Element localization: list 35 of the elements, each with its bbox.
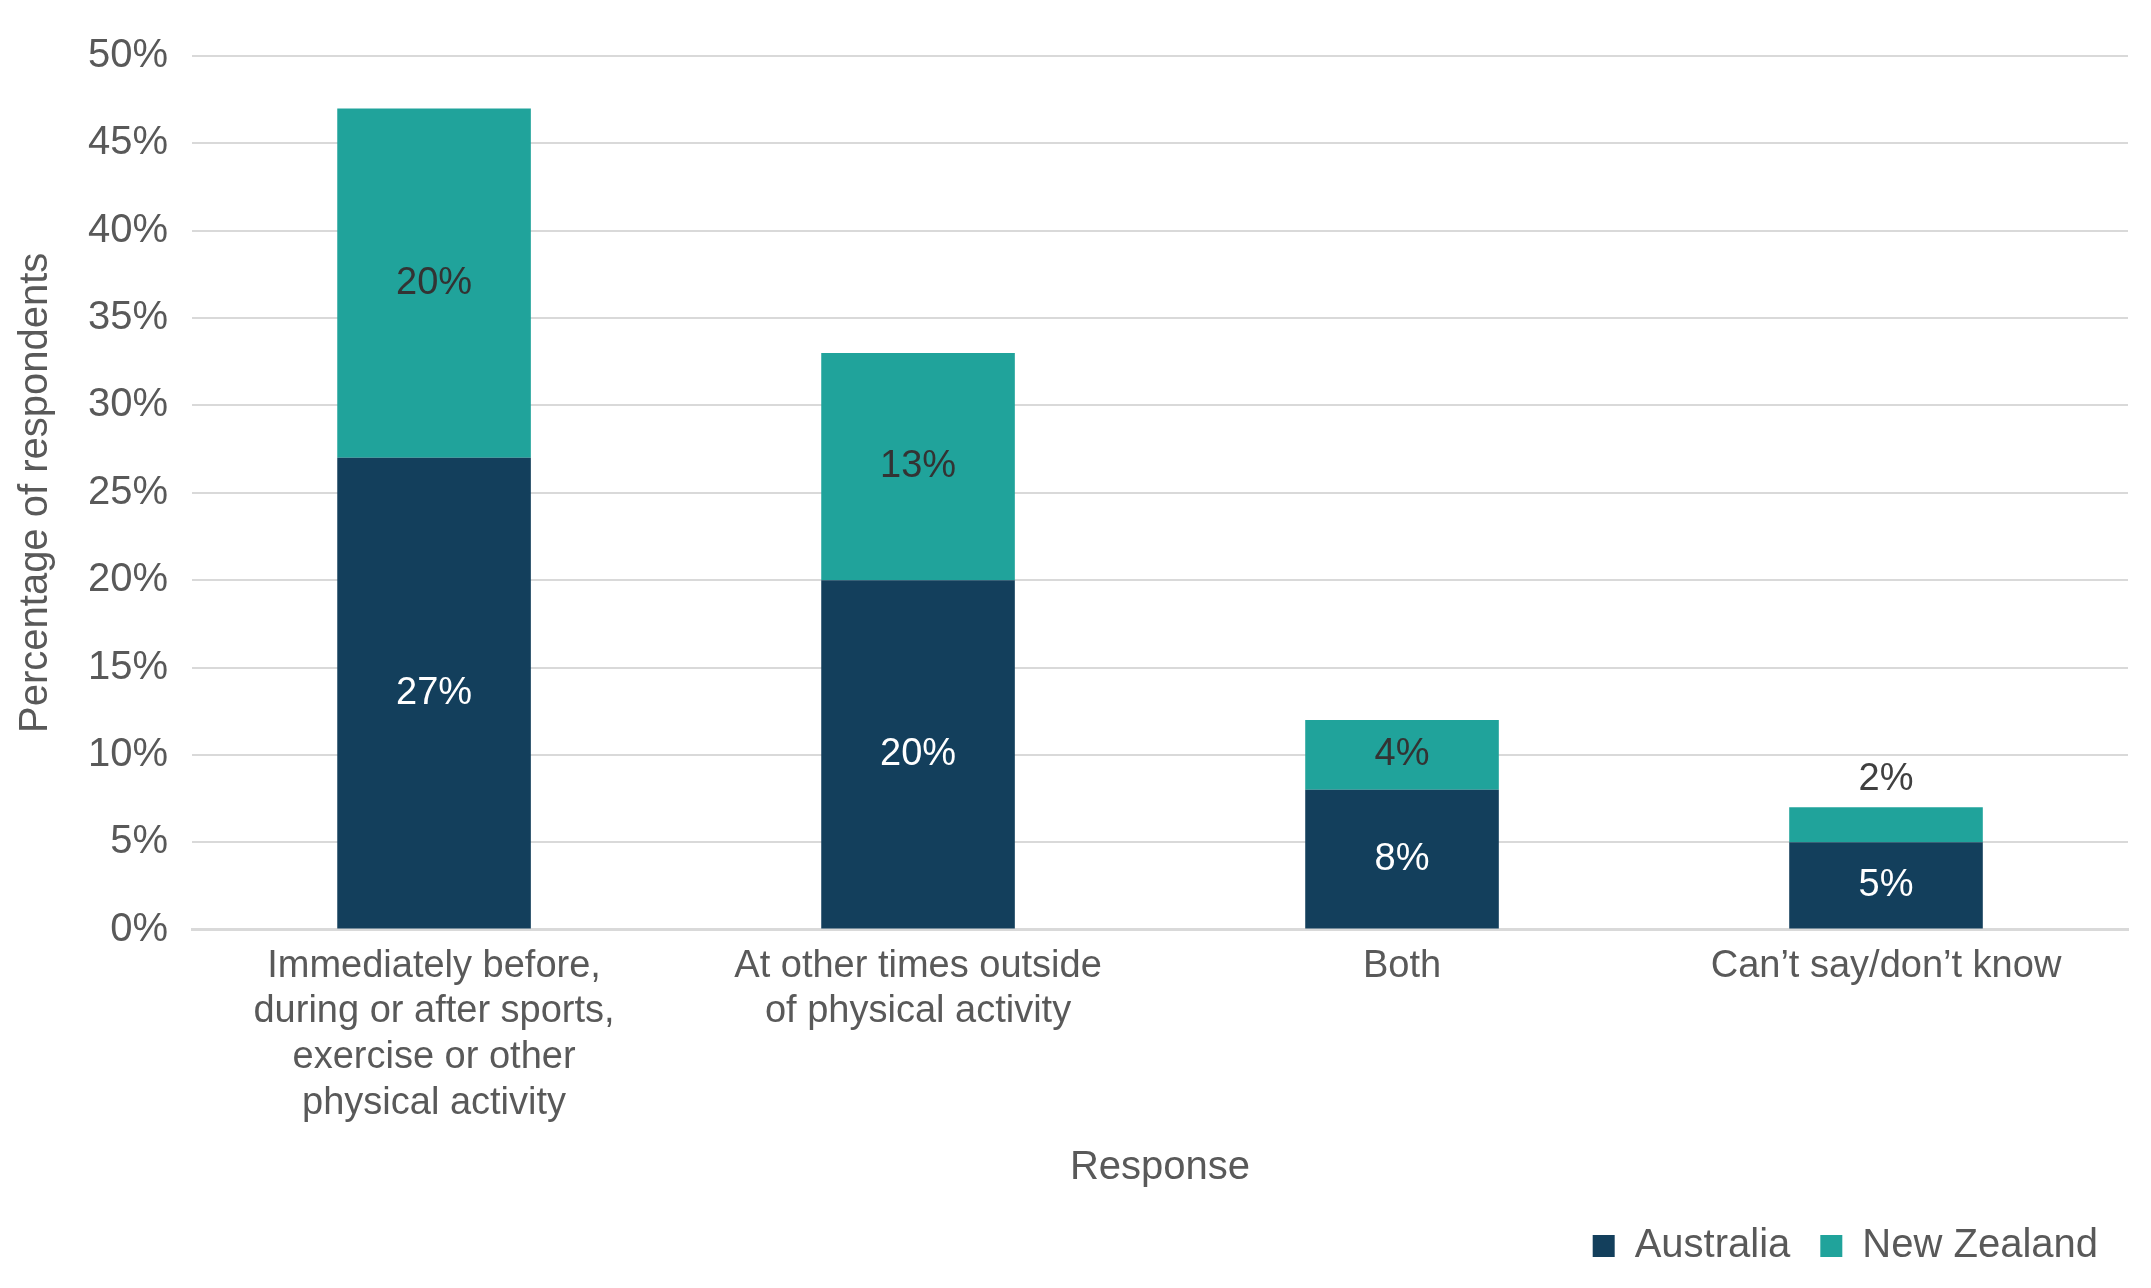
y-tick-label: 5%: [110, 817, 169, 862]
bar: [821, 353, 1015, 581]
y-axis-title: Percentage of respondents: [11, 252, 56, 733]
x-axis-title: Response: [1069, 1143, 1251, 1188]
x-tick-label: Both: [1362, 942, 1442, 985]
x-tick-label: Immediately before, during or after sports, exercise or other physical activity: [253, 942, 615, 1122]
y-tick-label: 10%: [88, 729, 169, 774]
bar: [821, 580, 1015, 929]
data-label: 20%: [880, 730, 957, 773]
legend-label: New Zealand: [1862, 1221, 2098, 1266]
y-tick-label: 30%: [88, 380, 169, 425]
bar: [337, 108, 531, 458]
y-tick-label: 35%: [88, 293, 169, 338]
bar: [1305, 719, 1499, 790]
y-tick-label: 15%: [88, 642, 169, 687]
data-label: 5%: [1858, 861, 1914, 904]
data-label: 27%: [396, 669, 473, 712]
y-tick-label: 20%: [88, 555, 169, 600]
y-tick-label: 40%: [88, 205, 169, 250]
x-tick-label: Can’t say/don’t know: [1710, 942, 2062, 985]
y-tick-label: 50%: [88, 31, 169, 76]
data-label: 2%: [1858, 755, 1914, 798]
legend-label: Australia: [1634, 1221, 1792, 1266]
data-label: 13%: [880, 443, 957, 486]
y-tick-label: 25%: [88, 467, 169, 512]
y-tick-label: 0%: [110, 904, 169, 949]
x-tick-label: At other times outside of physical activity: [734, 942, 1102, 1031]
bar: [337, 457, 531, 929]
bar: [1789, 807, 1983, 843]
bar: [1305, 789, 1499, 929]
bar: [1789, 842, 1983, 929]
data-label: 4%: [1374, 731, 1430, 774]
data-label: 20%: [396, 259, 473, 302]
data-label: 8%: [1374, 835, 1430, 878]
y-tick-label: 45%: [88, 118, 169, 163]
